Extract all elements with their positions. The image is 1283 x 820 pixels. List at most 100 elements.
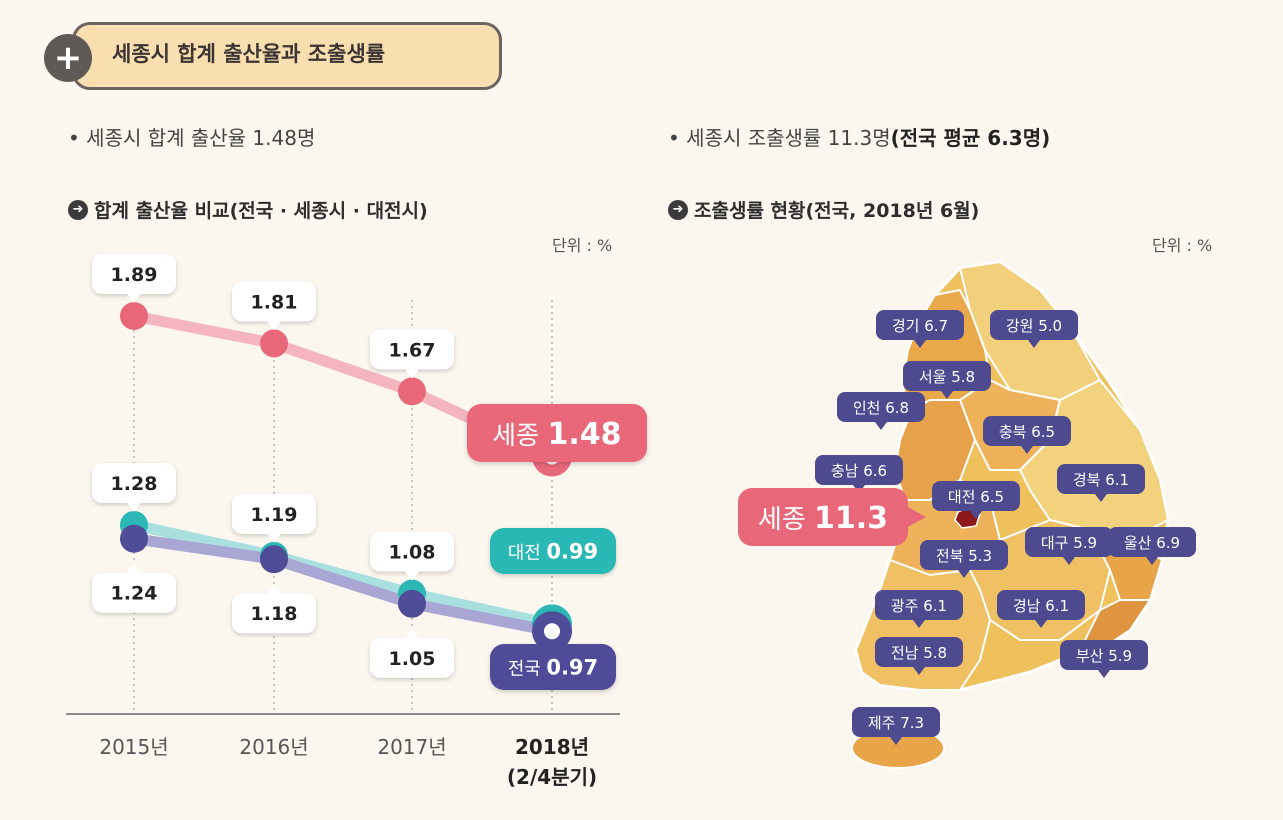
map-region-tag: 서울 5.8 (903, 361, 991, 399)
value-label-pointer (405, 628, 419, 638)
map-region-tag-bg (1108, 527, 1196, 557)
map-region-jeonbuk (888, 478, 1002, 577)
map-region-tag-bg (852, 707, 940, 737)
line-chart-section-title: ➜ 합계 출산율 비교(전국 · 세종시 · 대전시) (68, 196, 428, 223)
value-label: 1.89 (111, 264, 158, 286)
value-label-bubble-bg (370, 329, 454, 370)
map-region-tag-pointer (1063, 557, 1075, 565)
value-label-bubble-bg (92, 462, 176, 503)
series-line (128, 533, 558, 637)
map-region-tag: 대전 6.5 (932, 481, 1020, 519)
header-banner (72, 22, 502, 90)
map-region-tag-text: 대구 5.9 (1041, 534, 1097, 552)
map-region-jeju (851, 727, 945, 769)
value-label-bubble-bg (92, 254, 176, 294)
map-region-tag-pointer (1021, 446, 1033, 454)
map-region-tag-text: 서울 5.8 (919, 368, 975, 386)
map-sejong-label: 세종 11.3 (738, 488, 926, 546)
national-average-text: (전국 평균 6.3명) (890, 126, 1051, 150)
map-region-tag-pointer (890, 737, 902, 745)
map-region-tag-bg (1057, 464, 1145, 494)
value-label-pointer (405, 369, 419, 379)
map-region-tag-text: 인천 6.8 (853, 399, 909, 417)
map-region-tag-text: 울산 6.9 (1124, 534, 1180, 552)
data-point (120, 524, 148, 553)
map-region-tag-bg (815, 455, 903, 485)
map-region-sejong-highlight (954, 505, 981, 529)
x-tick-label: 2016년 (239, 735, 308, 759)
line-chart-unit: 단위 : % (552, 236, 613, 255)
map-region-tag-bg (876, 310, 964, 340)
map-region-tag: 경남 6.1 (997, 590, 1085, 628)
crude-birth-rate-text: • 세종시 조출생률 11.3명 (668, 126, 891, 150)
x-tick-label: 2018년 (515, 735, 589, 759)
map-region-tag-pointer (1028, 340, 1040, 348)
series-end-label-bg (467, 404, 647, 462)
map-region-tag: 울산 6.9 (1108, 527, 1196, 565)
map-region-tag-pointer (913, 620, 925, 628)
data-point (260, 329, 288, 358)
line-chart: 2015년 2016년 2017년 2018년 (2/4분기) 1.89 1.81 1.67 1… (66, 254, 647, 789)
map-region-tag: 인천 6.8 (837, 392, 925, 430)
arrow-circle-icon: ➜ (68, 199, 88, 220)
map-region-tag: 부산 5.9 (1060, 640, 1148, 678)
value-label-pointer (267, 584, 281, 594)
value-label-bubble-bg (232, 281, 316, 322)
value-label-bubble: 1.28 (92, 462, 176, 512)
map-region-tag-pointer (941, 391, 953, 399)
value-label-pointer (405, 571, 419, 581)
value-label: 1.67 (389, 339, 436, 361)
map-region-tag: 충북 6.5 (983, 416, 1071, 454)
map-mainland (854, 260, 1170, 692)
series-end-label-bg (490, 528, 616, 574)
series-end-label-bg (490, 644, 616, 690)
map-shape (851, 260, 1170, 769)
series-line (128, 519, 558, 630)
map-region-tag-pointer (914, 340, 926, 348)
map-region-tag: 전남 5.8 (875, 637, 963, 675)
page-title: 세종시 합계 출산율과 조출생률 (112, 42, 386, 66)
crude-birth-rate-bullet: • 세종시 조출생률 11.3명(전국 평균 6.3명) (668, 122, 1050, 151)
line-chart-title: 합계 출산율 비교(전국 · 세종시 · 대전시) (94, 200, 428, 222)
value-label-bubble-bg (232, 593, 316, 634)
plus-icon: + (44, 34, 92, 82)
series-end-label-text: 대전 0.99 (508, 540, 598, 564)
arrow-circle-icon: ➜ (668, 199, 688, 220)
value-label: 1.81 (251, 291, 298, 313)
map-region-tag-text: 경남 6.1 (1013, 597, 1069, 615)
map-region-tag: 경기 6.7 (876, 310, 964, 348)
value-label: 1.18 (251, 603, 298, 625)
value-label-bubble: 1.08 (370, 531, 454, 581)
map-region-tag-pointer (913, 667, 925, 675)
map-region-tag: 경북 6.1 (1057, 464, 1145, 502)
value-label-bubble-bg (92, 572, 176, 613)
map-region-gangwon (958, 260, 1102, 402)
value-label-bubble: 1.18 (232, 584, 316, 634)
map-region-chungnam (893, 399, 977, 501)
map-sejong-label-text: 세종 11.3 (758, 501, 888, 536)
map-region-tag-pointer (875, 422, 887, 430)
map-region-tag: 제주 7.3 (852, 707, 940, 745)
x-tick-label: 2015년 (99, 735, 168, 759)
map-region-tag: 전북 5.3 (920, 540, 1008, 578)
map-region-tag-pointer (853, 485, 865, 493)
data-point (398, 589, 426, 618)
map-region-tag-bg (837, 392, 925, 422)
value-label: 1.28 (111, 473, 158, 495)
value-label-bubble: 1.05 (370, 628, 454, 678)
data-point (398, 377, 426, 406)
map-region-tag-pointer (1095, 494, 1107, 502)
value-label: 1.19 (251, 504, 298, 526)
map-region-tag-bg (875, 637, 963, 667)
map-region-tag-text: 경북 6.1 (1073, 471, 1129, 489)
value-label: 1.24 (111, 583, 158, 605)
map-region-chungbuk (958, 378, 1062, 471)
x-tick-label: 2017년 (377, 735, 446, 759)
value-label-bubble: 1.81 (232, 281, 316, 331)
series-end-label: 대전 0.99 (490, 528, 616, 574)
map-region-tag-text: 경기 6.7 (892, 317, 948, 335)
map-unit: 단위 : % (1152, 236, 1213, 255)
map-region-tag-pointer (970, 511, 982, 519)
map-region-tag-text: 강원 5.0 (1006, 317, 1062, 335)
value-label: 1.05 (389, 648, 436, 670)
